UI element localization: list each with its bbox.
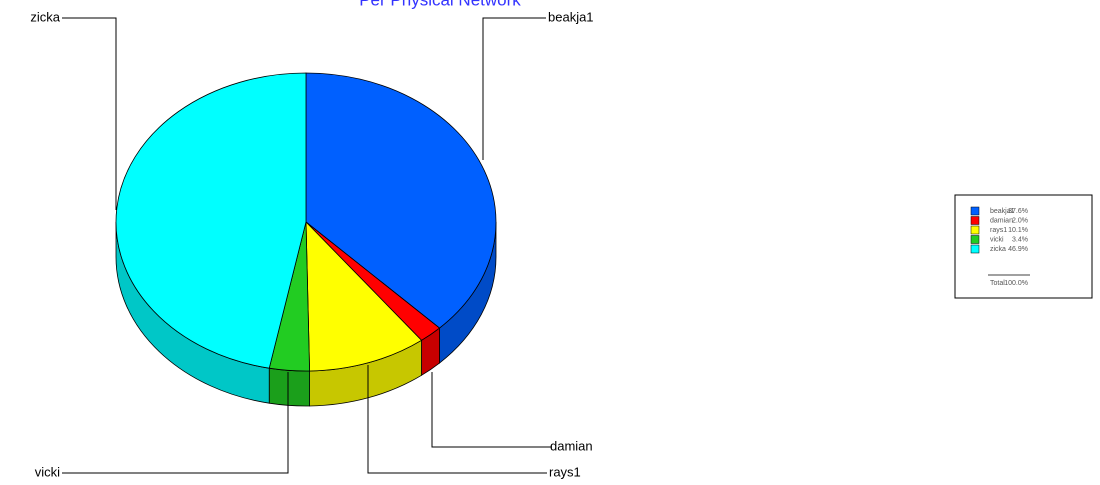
leader-line <box>431 372 552 448</box>
legend-label: rays1 <box>990 227 1007 234</box>
legend-value: 37.6% <box>1008 208 1028 215</box>
legend-value: 2.0% <box>1012 217 1028 224</box>
leader-line <box>62 372 289 474</box>
slice-label: zicka <box>30 9 60 24</box>
legend-swatch <box>970 244 980 254</box>
leader-line <box>482 17 546 160</box>
pie-slice <box>305 220 423 372</box>
leader-line <box>367 365 547 474</box>
slice-label: beakja1 <box>548 9 594 24</box>
slice-label: vicki <box>35 464 60 479</box>
legend-swatch <box>970 216 980 225</box>
slice-label: damian <box>550 438 593 453</box>
legend-total-label: Total <box>990 280 1005 287</box>
leader-line <box>62 17 117 210</box>
legend-value: 46.9% <box>1008 246 1028 253</box>
pie-slice <box>115 72 307 369</box>
legend-swatch <box>970 235 980 244</box>
pie-side <box>268 367 310 407</box>
legend-label: beakja1 <box>990 208 1015 215</box>
legend-label: zicka <box>990 246 1006 253</box>
chart-title: Per Physical Network <box>359 0 521 9</box>
slice-label: rays1 <box>549 464 581 479</box>
legend-value: 3.4% <box>1012 236 1028 243</box>
legend-label: damian <box>990 217 1013 224</box>
legend-label: vicki <box>990 236 1004 243</box>
pie-slice <box>305 72 497 329</box>
legend-swatch <box>970 225 980 235</box>
legend-value: 10.1% <box>1008 227 1028 234</box>
legend-swatch <box>970 206 980 216</box>
legend-total-value: 100.0% <box>1004 280 1028 287</box>
